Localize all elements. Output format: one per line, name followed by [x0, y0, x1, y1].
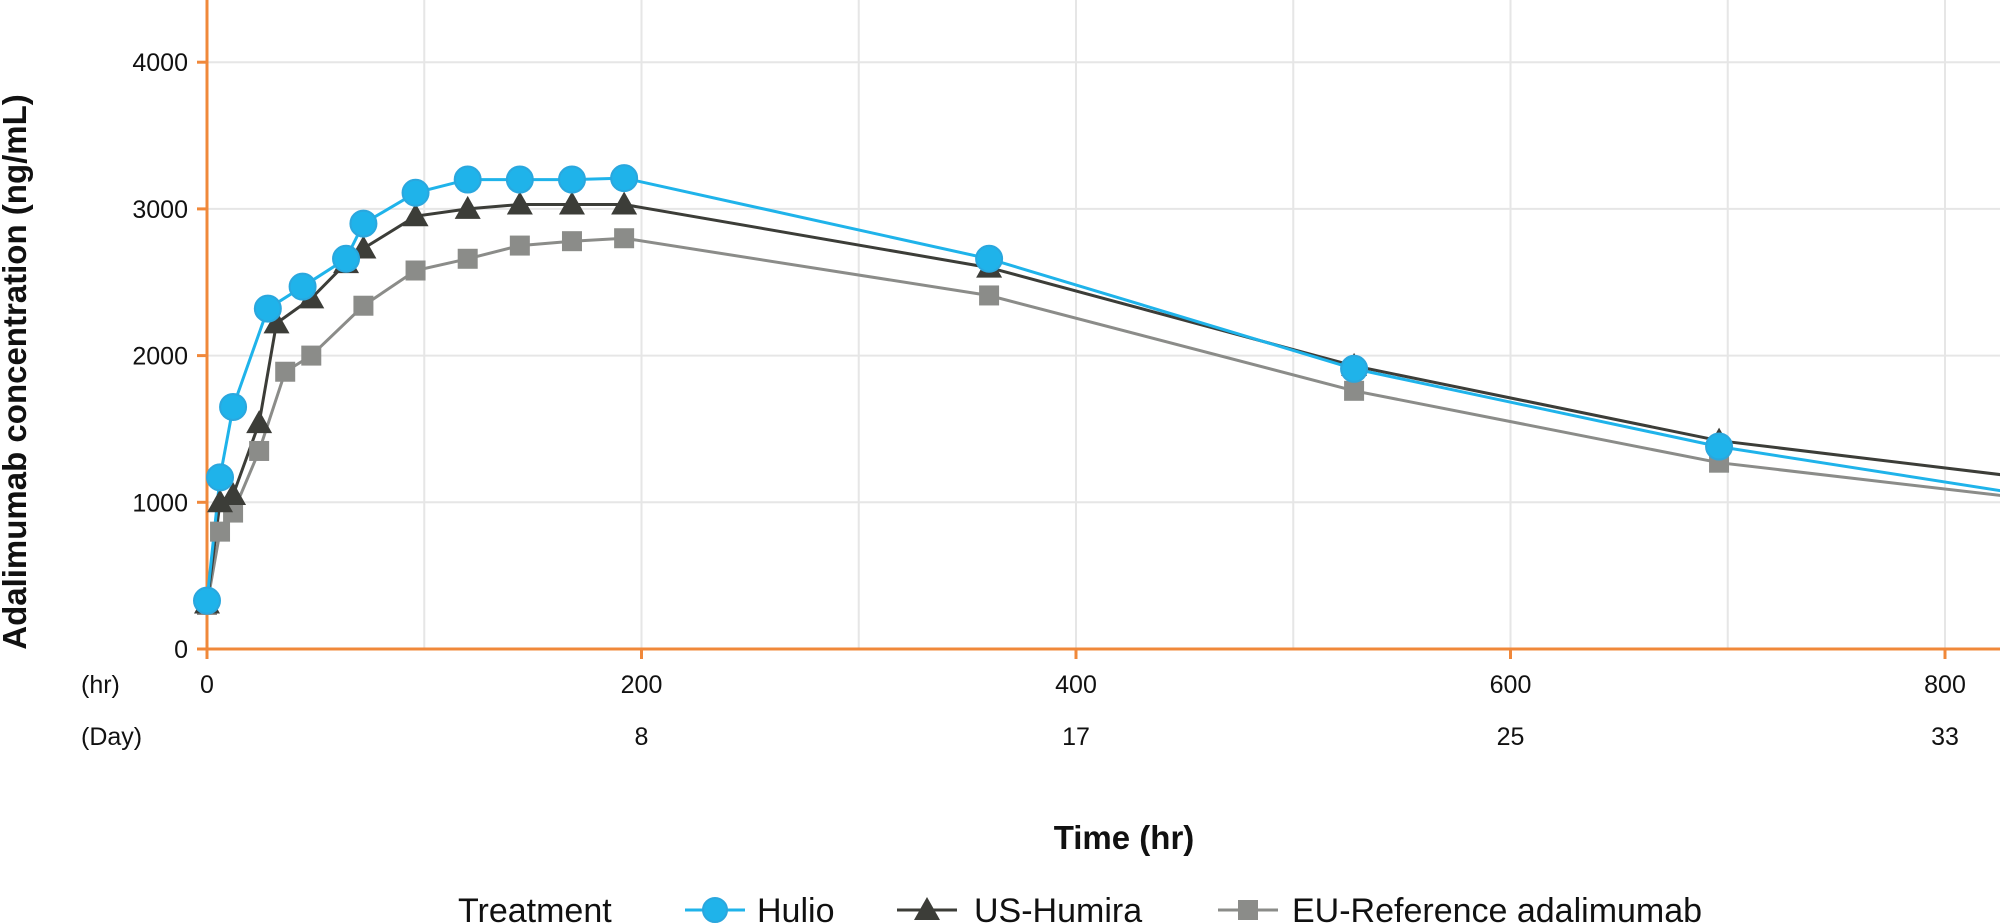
y-tick-label: 3000: [132, 196, 188, 224]
data-point-hulio: [206, 463, 235, 492]
x-tick-label: 200: [621, 671, 663, 699]
data-point-us-humira: [220, 481, 247, 505]
day-unit-label: (Day): [81, 723, 142, 751]
data-point-hulio: [453, 165, 482, 194]
legend-item-eu-reference: EU-Reference adalimumab: [1218, 892, 1702, 923]
data-point-hulio: [288, 272, 317, 301]
day-tick-label: 25: [1497, 723, 1525, 751]
day-tick-label: 17: [1062, 723, 1090, 751]
data-point-eu-reference: [614, 228, 635, 249]
data-point-eu-reference: [509, 235, 530, 256]
y-tick-label: 2000: [132, 343, 188, 371]
series-line-triangle: [205, 203, 2000, 604]
data-point-eu-reference: [979, 285, 1000, 306]
data-point-hulio: [1705, 432, 1734, 461]
data-point-us-humira: [246, 410, 273, 434]
series-line-circle: [205, 176, 2000, 601]
data-point-hulio: [975, 244, 1004, 273]
data-point-eu-reference: [353, 295, 374, 316]
data-point-us-humira: [402, 203, 429, 227]
day-tick-label: 8: [635, 723, 649, 751]
data-point-hulio: [253, 294, 282, 323]
data-point-hulio: [193, 586, 221, 615]
data-point-hulio: [219, 392, 248, 421]
legend-eu-reference-marker-icon: [1238, 900, 1258, 920]
grid: [207, 0, 2000, 649]
data-point-us-humira: [558, 191, 585, 215]
data-point-hulio: [610, 164, 639, 193]
data-point-eu-reference: [249, 440, 270, 461]
data-point-eu-reference: [561, 231, 582, 252]
data-point-eu-reference: [457, 248, 478, 269]
axes: [197, 0, 2000, 659]
legend-item-hulio: Hulio: [685, 892, 834, 923]
x-tick-label: 800: [1924, 671, 1966, 699]
tick-labels: 0100020003000400002004006008001000120014…: [132, 49, 1966, 751]
day-tick-label: 33: [1931, 723, 1959, 751]
data-point-hulio: [349, 209, 378, 238]
data-point-us-humira: [207, 489, 234, 513]
data-point-eu-reference: [405, 260, 426, 281]
data-point-hulio: [1340, 354, 1369, 383]
data-point-hulio: [505, 165, 534, 194]
legend-us-humira-marker-icon: [914, 897, 940, 920]
data-point-eu-reference: [301, 345, 322, 366]
legend-hulio-marker-icon: [702, 897, 728, 923]
data-point-hulio: [401, 178, 430, 207]
data-point-hulio: [332, 244, 361, 273]
y-tick-label: 4000: [132, 49, 188, 77]
data-point-eu-reference: [275, 361, 296, 382]
data-point-eu-reference: [210, 521, 231, 542]
y-tick-label: 1000: [132, 489, 188, 517]
x-tick-label: 0: [200, 671, 214, 699]
legend-item-us-humira: US-Humira: [897, 892, 1142, 923]
y-tick-label: 0: [174, 636, 188, 664]
x-axis-title: Time (hr): [1054, 819, 1195, 856]
data-point-eu-reference: [1344, 380, 1365, 401]
legend-label-hulio: Hulio: [757, 892, 834, 923]
y-axis-title: Adalimumab concentration (ng/mL): [0, 94, 33, 650]
legend-title: Treatment: [458, 892, 612, 923]
x-tick-label: 600: [1490, 671, 1532, 699]
legend: Treatment Hulio US-Humira EU-Reference a…: [458, 892, 1702, 923]
data-point-us-humira: [263, 310, 290, 334]
data-point-hulio: [557, 165, 586, 194]
x-tick-label: 400: [1055, 671, 1097, 699]
data-point-us-humira: [506, 191, 533, 215]
legend-label-eu-reference: EU-Reference adalimumab: [1292, 892, 1702, 923]
x-unit-label: (hr): [81, 671, 120, 699]
legend-label-us-humira: US-Humira: [974, 892, 1142, 923]
data-point-us-humira: [454, 195, 481, 219]
data-point-us-humira: [611, 191, 638, 215]
series: [193, 164, 2000, 615]
